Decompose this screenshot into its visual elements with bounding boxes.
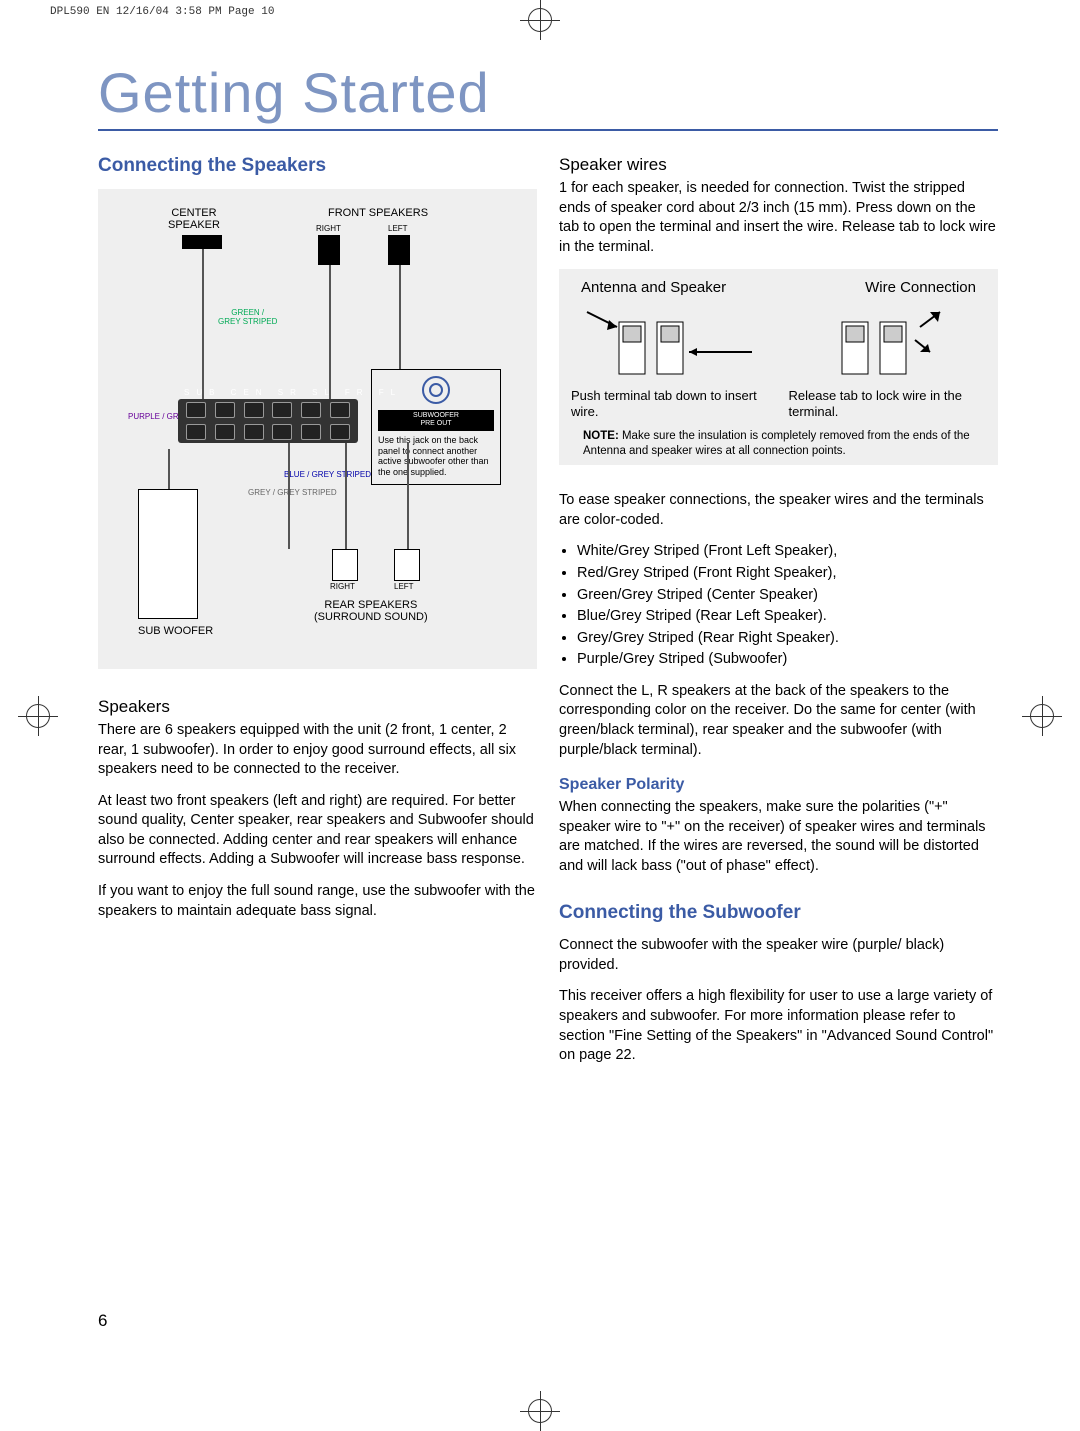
wc-caption-left: Push terminal tab down to insert wire. <box>571 388 769 419</box>
list-item: Green/Grey Striped (Center Speaker) <box>577 586 998 606</box>
label-rear-speakers: REAR SPEAKERS(SURROUND SOUND) <box>314 599 428 623</box>
wire-center <box>202 249 204 399</box>
list-item: Purple/Grey Striped (Subwoofer) <box>577 650 998 670</box>
wire-rear-1 <box>288 443 290 549</box>
heading-speaker-wires: Speaker wires <box>559 155 998 175</box>
heading-connecting-speakers: Connecting the Speakers <box>98 155 537 177</box>
rear-right-speaker-icon <box>332 549 358 581</box>
label-front-speakers: FRONT SPEAKERS <box>328 207 428 219</box>
center-speaker-icon <box>182 235 222 249</box>
text-polarity: When connecting the speakers, make sure … <box>559 798 998 876</box>
note-body: Make sure the insulation is completely r… <box>583 430 970 457</box>
list-item: Red/Grey Striped (Front Right Speaker), <box>577 564 998 584</box>
page-title: Getting Started <box>98 60 998 131</box>
wc-caption-right: Release tab to lock wire in the terminal… <box>789 388 987 419</box>
list-item: Blue/Grey Striped (Rear Left Speaker). <box>577 607 998 627</box>
list-item: White/Grey Striped (Front Left Speaker), <box>577 542 998 562</box>
text-subwoofer-2: This receiver offers a high flexibility … <box>559 987 998 1065</box>
crop-mark-left <box>18 696 58 736</box>
heading-speaker-polarity: Speaker Polarity <box>559 776 998 794</box>
label-left: LEFT <box>388 225 408 234</box>
preout-label: SUBWOOFERPRE OUT <box>378 410 494 431</box>
label-wire-blue: BLUE / GREY STRIPED <box>284 471 371 480</box>
crop-mark-top <box>520 0 560 40</box>
rear-left-speaker-icon <box>394 549 420 581</box>
heading-speakers: Speakers <box>98 697 537 717</box>
wc-header-left: Antenna and Speaker <box>581 279 726 296</box>
text-connect-lr: Connect the L, R speakers at the back of… <box>559 682 998 760</box>
right-column: Speaker wires 1 for each speaker, is nee… <box>559 155 998 1078</box>
receiver-terminal-panel <box>178 399 358 443</box>
text-speaker-wires: 1 for each speaker, is needed for connec… <box>559 179 998 257</box>
subwoofer-icon <box>138 489 198 619</box>
crop-mark-right <box>1022 696 1062 736</box>
label-wire-green: GREEN /GREY STRIPED <box>218 309 277 327</box>
wc-header-right: Wire Connection <box>865 279 976 296</box>
label-sub-woofer: SUB WOOFER <box>138 625 213 637</box>
text-ease-connections: To ease speaker connections, the speaker… <box>559 491 998 530</box>
release-terminal-svg <box>800 302 980 380</box>
page-content: Getting Started Connecting the Speakers … <box>98 60 998 1078</box>
speaker-wiring-diagram: CENTERSPEAKER FRONT SPEAKERS RIGHT LEFT … <box>98 189 537 669</box>
list-item: Grey/Grey Striped (Rear Right Speaker). <box>577 629 998 649</box>
front-left-speaker-icon <box>388 235 410 265</box>
wc-panel-release <box>800 302 980 380</box>
wire-color-list: White/Grey Striped (Front Left Speaker),… <box>559 542 998 669</box>
wc-note: NOTE: Make sure the insulation is comple… <box>571 429 986 459</box>
push-terminal-svg <box>577 302 757 380</box>
subwoofer-preout-callout: SUBWOOFERPRE OUT Use this jack on the ba… <box>371 369 501 485</box>
heading-connecting-subwoofer: Connecting the Subwoofer <box>559 902 998 924</box>
crop-mark-bottom <box>520 1391 560 1431</box>
left-column: Connecting the Speakers CENTERSPEAKER FR… <box>98 155 537 1078</box>
label-left-rear: LEFT <box>394 583 414 592</box>
note-label: NOTE: <box>583 430 619 442</box>
wc-panel-push <box>577 302 757 380</box>
wire-connection-illustration: Antenna and Speaker Wire Connection <box>559 269 998 465</box>
label-terminal-ids: SUB CEN SR SL FR FL <box>184 389 402 398</box>
page-number: 6 <box>98 1311 107 1331</box>
print-header: DPL590 EN 12/16/04 3:58 PM Page 10 <box>50 6 274 18</box>
text-speakers-3: If you want to enjoy the full sound rang… <box>98 882 537 921</box>
front-right-speaker-icon <box>318 235 340 265</box>
text-speakers-1: There are 6 speakers equipped with the u… <box>98 721 537 780</box>
preout-jack-icon <box>422 376 450 404</box>
label-wire-grey: GREY / GREY STRIPED <box>248 489 337 498</box>
wire-rear-right <box>345 443 347 549</box>
text-subwoofer-1: Connect the subwoofer with the speaker w… <box>559 936 998 975</box>
wire-rear-left <box>407 443 409 549</box>
label-right-rear: RIGHT <box>330 583 355 592</box>
wire-front-right <box>329 265 331 399</box>
label-center-speaker: CENTERSPEAKER <box>168 207 220 231</box>
label-right: RIGHT <box>316 225 341 234</box>
text-speakers-2: At least two front speakers (left and ri… <box>98 792 537 870</box>
preout-text: Use this jack on the back panel to conne… <box>378 435 494 478</box>
